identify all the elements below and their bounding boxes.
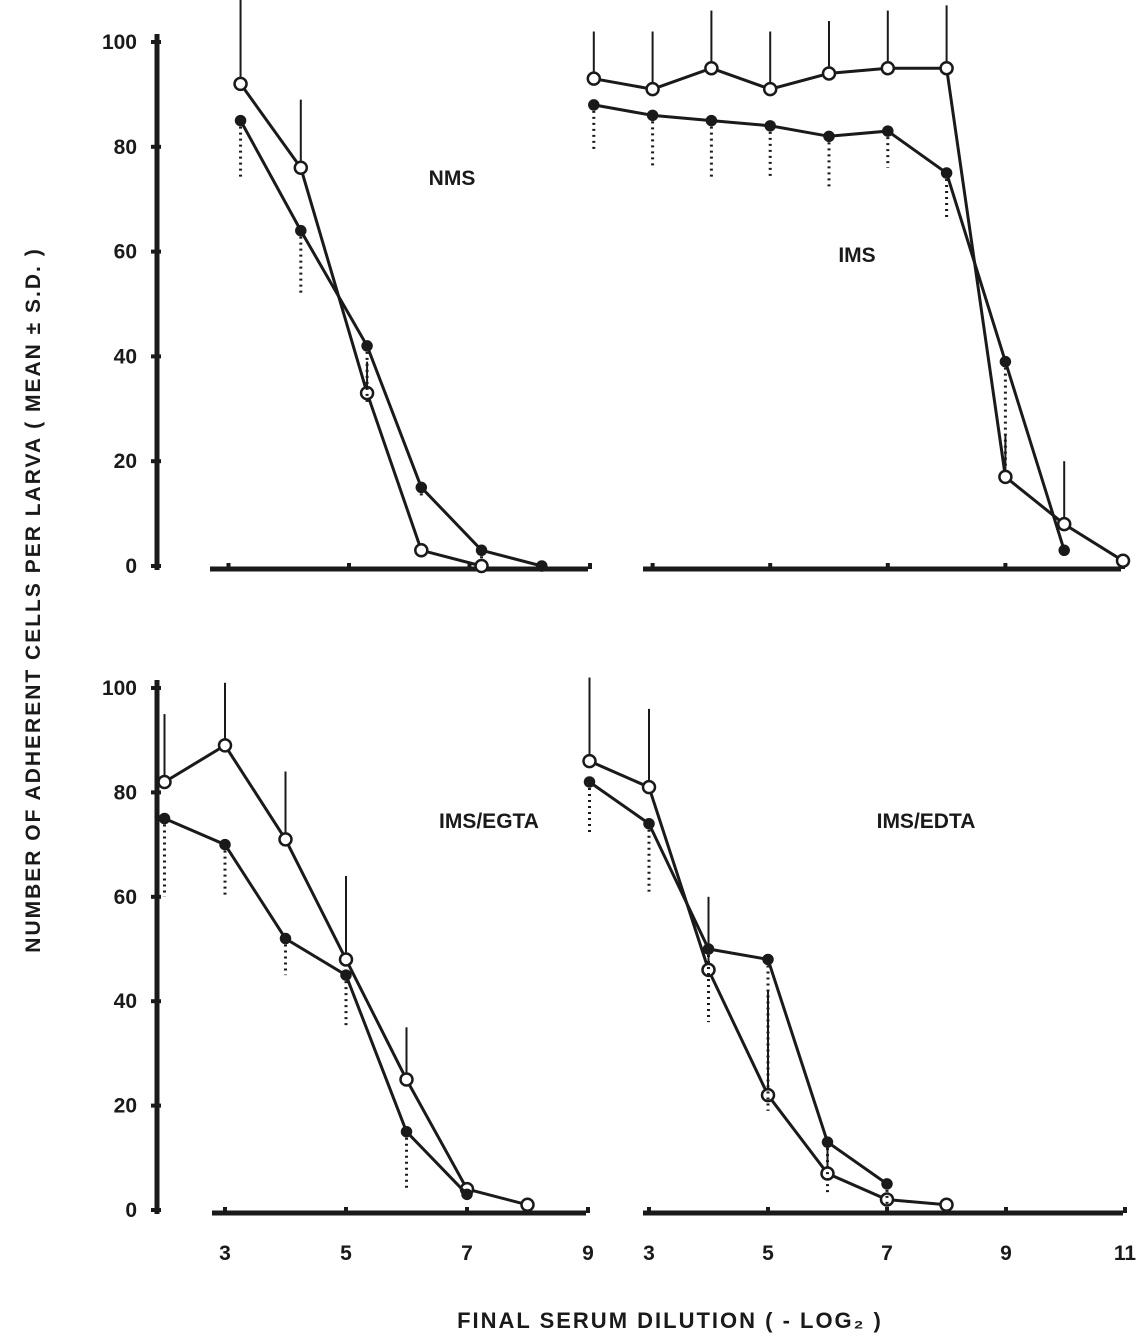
panel-label: IMS [838, 244, 875, 267]
data-point-filled [881, 1178, 893, 1190]
data-point-open [399, 1072, 414, 1087]
x-tick-label: 5 [762, 1242, 774, 1265]
x-tick-label: 11 [1114, 1242, 1136, 1265]
data-point-filled [762, 953, 774, 966]
data-point-open [701, 962, 716, 978]
data-point-open [762, 81, 778, 97]
data-point-open [293, 160, 309, 176]
data-point-filled [583, 776, 596, 788]
data-point-filled [1058, 544, 1070, 557]
x-tick-label: 5 [340, 1242, 352, 1265]
data-point-open [704, 60, 719, 76]
data-point-filled [415, 481, 428, 494]
data-point-filled [361, 340, 373, 352]
data-point-filled [882, 125, 894, 137]
y-tick-label: 40 [114, 990, 137, 1013]
series-line-filled [593, 103, 1066, 551]
data-point-filled [219, 838, 231, 851]
y-axis-title: NUMBER OF ADHERENT CELLS PER LARVA ( MEA… [22, 247, 45, 952]
data-point-filled [702, 943, 715, 955]
data-point-open [586, 71, 602, 86]
data-point-filled [234, 114, 247, 127]
data-point-filled [999, 355, 1012, 368]
data-point-filled [536, 560, 548, 572]
data-point-filled [588, 99, 600, 111]
y-tick-label: 40 [114, 345, 137, 368]
data-point-open [939, 1197, 954, 1213]
data-point-filled [821, 1136, 834, 1148]
data-point-open [233, 76, 248, 92]
data-point-open [414, 543, 429, 558]
panel-label: IMS/EGTA [439, 810, 539, 833]
data-point-filled [940, 167, 953, 179]
x-tick-label: 9 [1000, 1242, 1012, 1265]
data-point-open [217, 738, 233, 753]
data-point-open [1115, 553, 1131, 569]
data-point-filled [158, 812, 171, 825]
y-tick-label: 80 [114, 136, 137, 159]
y-tick-label: 0 [125, 555, 137, 578]
data-point-filled [823, 130, 835, 143]
series-line-filled [163, 817, 469, 1196]
data-point-open [520, 1197, 535, 1213]
x-tick-label: 7 [461, 1242, 473, 1265]
data-point-filled [295, 224, 307, 237]
data-point-filled [646, 109, 659, 122]
data-point-open [879, 1192, 895, 1207]
data-point-filled [705, 114, 718, 127]
data-point-open [998, 469, 1013, 485]
x-tick-label: 7 [881, 1242, 893, 1265]
data-point-open [821, 66, 837, 81]
chart-panels: 0 20 40 60 80 100 NMS IMS 0 20 40 60 80 100 3 5 7 9 IMS/EG… [102, 0, 1136, 1265]
y-tick-label: 20 [114, 1095, 137, 1118]
data-point-open [278, 832, 293, 847]
panel-bottom-right: 3 5 7 9 11 IMS/EDTA [582, 677, 1136, 1265]
data-point-open [1056, 516, 1072, 532]
data-point-open [641, 779, 657, 795]
data-point-filled [400, 1125, 413, 1138]
series-line-open [593, 66, 1124, 563]
data-point-filled [475, 544, 488, 557]
x-tick-label: 9 [582, 1242, 594, 1265]
data-point-open [582, 753, 597, 769]
y-tick-label: 0 [125, 1199, 137, 1222]
series-line-filled [239, 119, 543, 568]
x-tick-label: 3 [219, 1242, 231, 1265]
panel-label: IMS/EDTA [877, 810, 976, 833]
data-point-open [474, 558, 489, 574]
panel-top-left: 0 20 40 60 80 100 NMS [102, 0, 592, 578]
data-point-open [359, 385, 375, 401]
data-point-filled [340, 969, 352, 981]
data-point-open [645, 81, 660, 97]
series-line-open [239, 83, 482, 568]
y-tick-label: 100 [102, 31, 137, 54]
data-point-open [760, 1087, 776, 1103]
panel-top-right: IMS [586, 5, 1131, 572]
data-point-filled [643, 817, 655, 830]
panel-bottom-left: 0 20 40 60 80 100 3 5 7 9 IMS/EGTA [102, 677, 594, 1265]
y-tick-label: 60 [114, 241, 137, 264]
y-tick-label: 80 [114, 781, 137, 804]
y-tick-label: 20 [114, 450, 137, 473]
data-point-filled [461, 1188, 473, 1201]
data-point-filled [279, 932, 292, 945]
series-line-filled [588, 780, 888, 1186]
data-point-open [338, 952, 354, 967]
panel-label: NMS [429, 167, 476, 190]
x-axis-title: FINAL SERUM DILUTION ( - LOG₂ ) [457, 1308, 883, 1333]
data-point-open [880, 60, 896, 76]
y-tick-label: 60 [114, 886, 137, 909]
y-tick-label: 100 [102, 677, 137, 700]
x-tick-label: 3 [643, 1242, 655, 1265]
data-point-open [939, 60, 954, 76]
data-point-open [157, 774, 172, 790]
data-point-filled [764, 120, 776, 132]
